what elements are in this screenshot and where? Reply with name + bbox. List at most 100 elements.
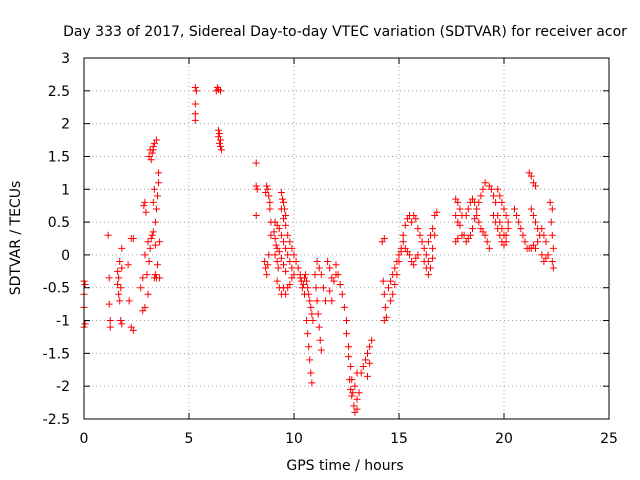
data-point (275, 248, 283, 256)
data-point (105, 300, 113, 308)
data-point (217, 87, 224, 95)
data-point (151, 241, 159, 249)
x-tick-label: 10 (285, 431, 303, 447)
data-point (215, 129, 223, 137)
x-tick-label: 5 (185, 431, 194, 447)
data-point (114, 280, 122, 288)
data-point (549, 244, 557, 252)
data-point (306, 356, 314, 364)
data-point (264, 185, 272, 193)
data-point (481, 179, 489, 187)
data-point (81, 280, 89, 288)
data-point (261, 257, 269, 265)
data-point (350, 402, 358, 410)
data-point (460, 231, 468, 239)
data-point (117, 317, 125, 325)
data-point (471, 198, 479, 206)
data-point (429, 244, 437, 252)
data-point (146, 244, 154, 252)
data-point (475, 218, 483, 226)
data-point (379, 277, 387, 285)
data-point (129, 235, 137, 242)
data-point (456, 205, 464, 213)
data-point (359, 362, 367, 370)
data-point (485, 244, 493, 252)
data-point (424, 257, 432, 265)
data-point (322, 297, 329, 305)
data-point (332, 261, 340, 269)
data-point (263, 271, 271, 279)
data-point (490, 192, 497, 200)
data-point (278, 195, 286, 203)
data-point (334, 271, 342, 279)
data-point (548, 231, 556, 239)
data-point (519, 231, 527, 239)
data-point (141, 303, 149, 311)
y-tick-label: 1 (61, 182, 70, 198)
data-point (149, 146, 157, 154)
data-point (385, 284, 392, 292)
data-point (306, 297, 314, 305)
data-point (338, 290, 346, 298)
data-point (328, 297, 336, 305)
data-point (155, 179, 163, 187)
data-point (424, 271, 432, 279)
data-point (424, 238, 432, 246)
data-point (271, 251, 279, 259)
data-point (517, 225, 525, 233)
data-point (538, 225, 546, 233)
data-point (288, 264, 296, 272)
data-point (353, 405, 361, 413)
data-point (395, 257, 403, 265)
data-point (527, 172, 535, 180)
data-point (473, 212, 481, 220)
data-point (473, 205, 481, 213)
data-point (315, 323, 323, 331)
data-point (532, 244, 539, 252)
data-point (422, 251, 430, 259)
data-point (299, 280, 307, 288)
data-point (399, 231, 407, 239)
data-point (330, 277, 338, 285)
y-axis-title: SDTVAR / TECUs (8, 181, 24, 296)
data-point (408, 218, 416, 226)
data-point (500, 205, 508, 213)
data-point (492, 218, 500, 226)
data-point (511, 205, 518, 213)
data-point (304, 330, 312, 338)
data-point (312, 284, 320, 292)
y-tick-label: -1 (56, 314, 70, 330)
data-point (429, 254, 437, 262)
x-tick-label: 15 (390, 431, 408, 447)
data-point (305, 290, 313, 298)
data-point (252, 212, 260, 220)
data-point (271, 235, 279, 242)
data-point (282, 221, 290, 229)
data-point (364, 372, 371, 380)
data-point (267, 231, 275, 239)
data-point (277, 189, 285, 197)
data-point (391, 264, 399, 272)
data-point (115, 290, 123, 298)
data-point (282, 290, 290, 298)
data-point (462, 212, 470, 220)
data-point (301, 274, 308, 282)
data-point (280, 261, 287, 269)
data-point (106, 323, 114, 331)
data-point (452, 212, 460, 220)
data-point (273, 257, 281, 265)
data-point (549, 264, 557, 272)
data-point (319, 284, 327, 292)
y-tick-label: 0.5 (48, 215, 70, 231)
data-point (343, 317, 350, 325)
data-point (504, 225, 512, 233)
data-point (494, 185, 502, 193)
data-point (515, 218, 523, 226)
data-point (406, 251, 413, 259)
data-point (192, 87, 200, 95)
data-point (303, 317, 311, 325)
data-point (315, 264, 323, 272)
x-tick-labels: 0 5 10 15 20 25 (80, 431, 618, 447)
data-points (80, 84, 557, 416)
